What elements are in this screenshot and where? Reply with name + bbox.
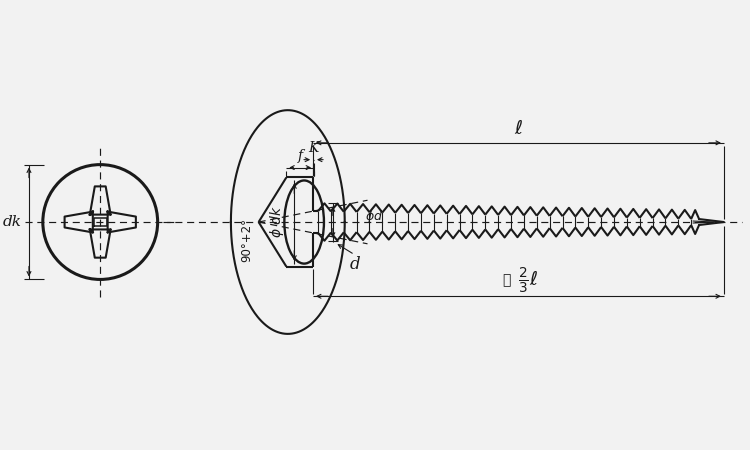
Text: f: f: [298, 148, 303, 163]
Text: dk: dk: [3, 215, 22, 229]
Text: 90°+2°: 90°+2°: [240, 218, 254, 262]
Text: $\phi$d: $\phi$d: [364, 207, 382, 225]
Text: $\ell$: $\ell$: [514, 120, 523, 139]
Text: d: d: [350, 256, 360, 273]
Text: 約: 約: [503, 274, 511, 288]
Text: K: K: [308, 141, 319, 155]
Text: $\phi$ dk: $\phi$ dk: [268, 206, 286, 238]
Text: $\frac{2}{3}\ell$: $\frac{2}{3}\ell$: [518, 266, 538, 297]
